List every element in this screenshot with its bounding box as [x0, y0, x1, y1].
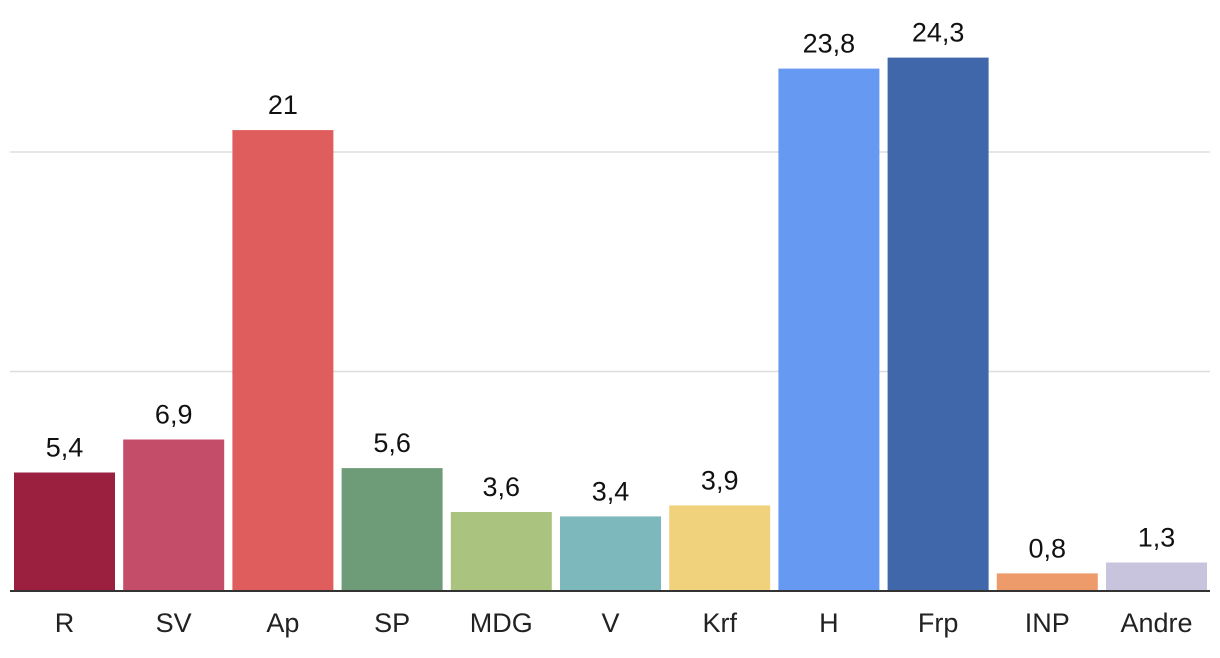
tick-label-frp: Frp — [918, 608, 959, 638]
bars — [14, 57, 1207, 592]
tick-label-krf: Krf — [702, 608, 737, 638]
bar-ap — [232, 130, 334, 591]
bar-r — [14, 472, 115, 591]
value-label-v: 3,4 — [592, 476, 630, 506]
value-label-ap: 21 — [268, 90, 298, 120]
tick-label-sp: SP — [374, 608, 410, 638]
value-label-r: 5,4 — [46, 433, 84, 463]
bar-mdg — [450, 512, 552, 591]
gridlines — [10, 151, 1210, 373]
bar-inp — [996, 573, 1098, 591]
bar-krf — [669, 505, 771, 591]
value-label-sp: 5,6 — [373, 428, 411, 458]
value-label-h: 23,8 — [803, 29, 856, 59]
tick-label-inp: INP — [1025, 608, 1070, 638]
tick-label-andre: Andre — [1120, 608, 1192, 638]
tick-label-r: R — [55, 608, 75, 638]
value-label-krf: 3,9 — [701, 465, 739, 495]
category-tick-labels: R SV Ap SP MDG V Krf H Frp INP Andre — [55, 608, 1193, 638]
tick-label-h: H — [819, 608, 839, 638]
tick-label-v: V — [601, 608, 619, 638]
value-labels: 5,4 6,9 21 5,6 3,6 3,4 3,9 23,8 24,3 0,8 1,3 — [46, 18, 1176, 564]
tick-label-ap: Ap — [266, 608, 299, 638]
bar-frp — [887, 57, 989, 592]
bar-andre — [1106, 562, 1207, 591]
bar-h — [778, 68, 880, 592]
value-label-mdg: 3,6 — [483, 472, 521, 502]
value-label-andre: 1,3 — [1138, 523, 1176, 553]
value-label-frp: 24,3 — [912, 18, 965, 48]
bar-sv — [123, 439, 225, 591]
tick-label-mdg: MDG — [470, 608, 533, 638]
bar-sp — [341, 468, 443, 591]
bar-v — [560, 516, 661, 591]
value-label-inp: 0,8 — [1029, 533, 1067, 563]
value-label-sv: 6,9 — [155, 400, 193, 430]
tick-label-sv: SV — [156, 608, 192, 638]
